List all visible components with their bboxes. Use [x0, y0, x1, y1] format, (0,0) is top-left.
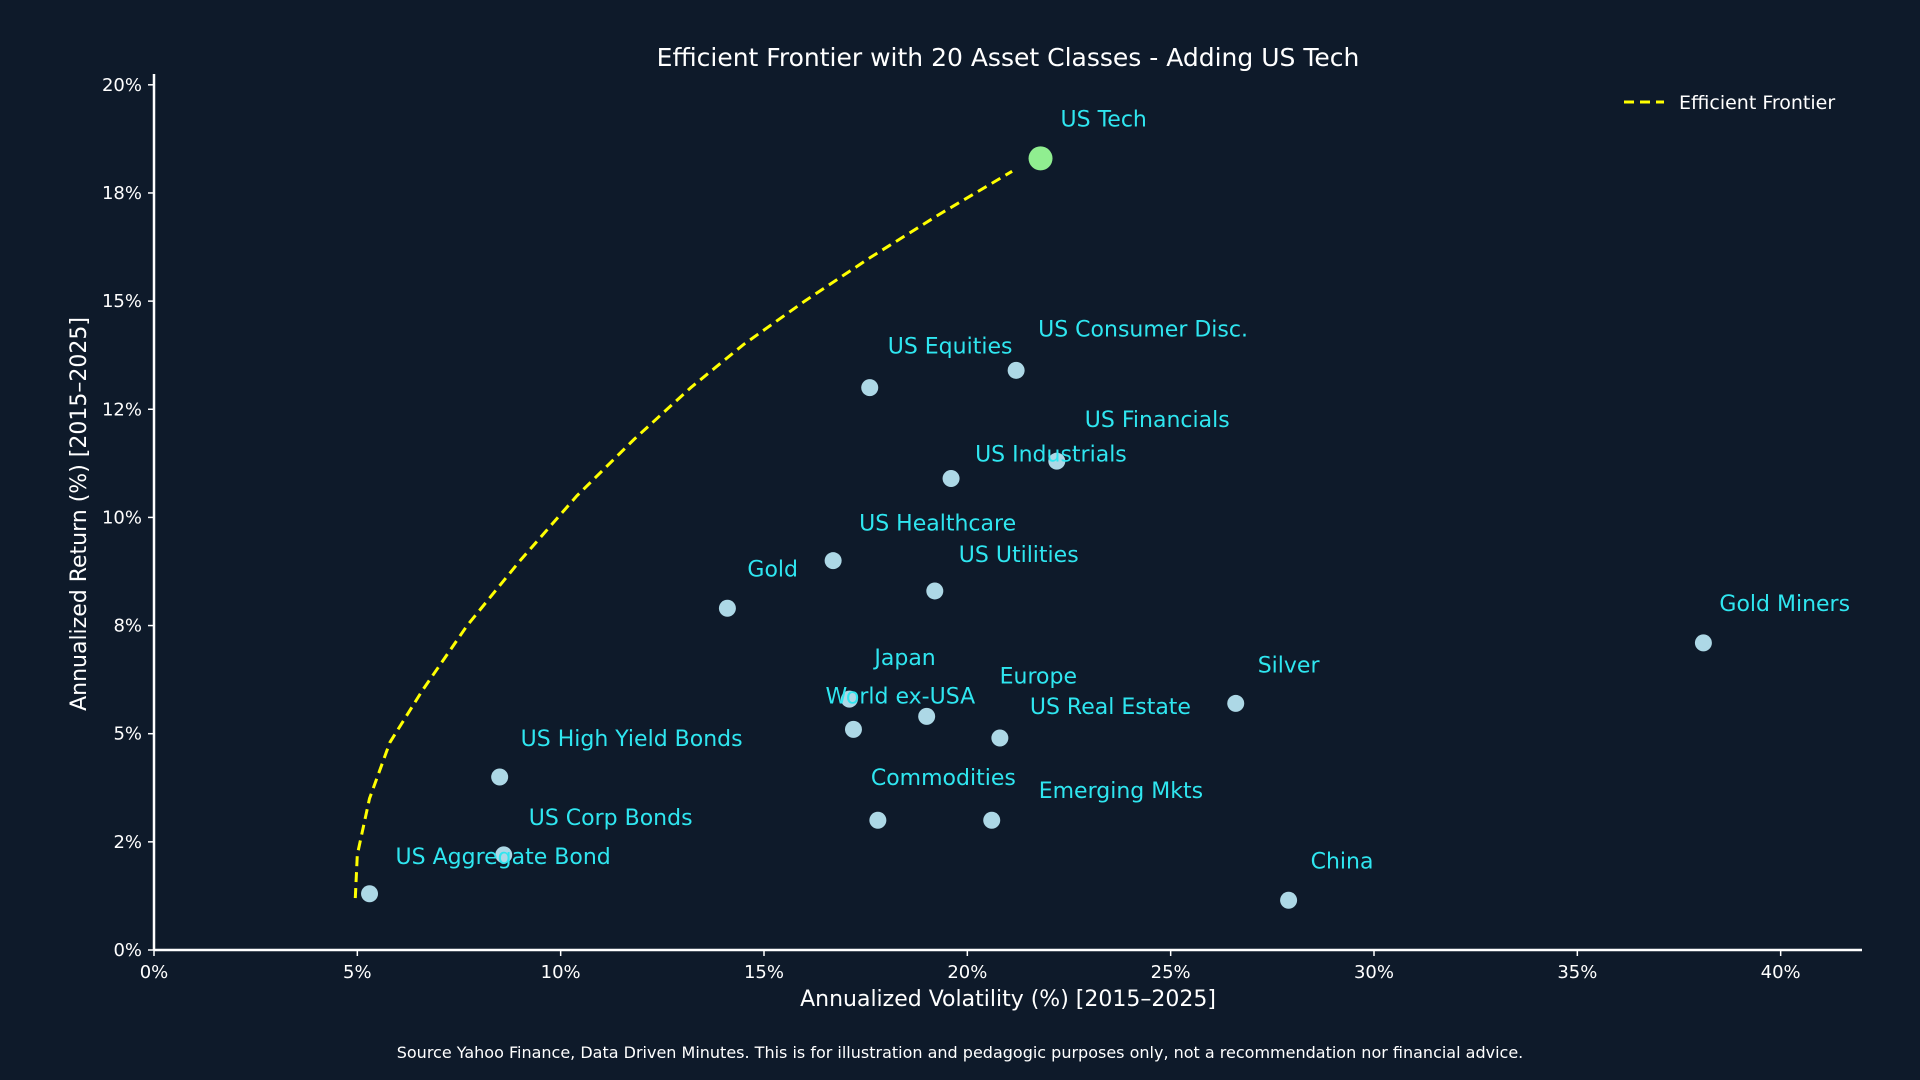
x-axis-label: Annualized Volatility (%) [2015–2025]	[800, 987, 1216, 1012]
x-tick-label: 5%	[343, 962, 372, 983]
point-us-healthcare	[824, 552, 842, 570]
point-commodities	[869, 811, 887, 829]
asset-points	[361, 146, 1712, 909]
y-tick-label: 20%	[102, 75, 142, 96]
y-axis-ticks: 0% 2% 5% 8% 10% 12% 15% 18% 20%	[102, 75, 154, 961]
label-us-corp-bonds: US Corp Bonds	[529, 806, 693, 831]
y-tick-label: 0%	[113, 940, 142, 961]
y-tick-label: 18%	[102, 183, 142, 204]
label-us-utilities: US Utilities	[959, 543, 1079, 568]
label-us-tech: US Tech	[1061, 107, 1147, 132]
y-tick-label: 15%	[102, 291, 142, 312]
y-tick-label: 10%	[102, 507, 142, 528]
label-us-industrials: US Industrials	[975, 442, 1127, 467]
label-us-healthcare: US Healthcare	[859, 512, 1016, 537]
label-us-consumer-disc: US Consumer Disc.	[1038, 317, 1248, 342]
label-us-high-yield-bonds: US High Yield Bonds	[521, 727, 743, 752]
y-tick-label: 2%	[113, 832, 142, 853]
asset-labels: US Tech US Consumer Disc. US Equities US Fi…	[396, 107, 1851, 874]
x-tick-label: 20%	[947, 962, 987, 983]
label-world-ex-usa: World ex-USA	[825, 684, 975, 709]
point-gold	[718, 599, 736, 617]
label-us-equities: US Equities	[888, 335, 1013, 360]
label-japan: Japan	[872, 646, 935, 671]
label-gold: Gold	[747, 557, 798, 582]
label-silver: Silver	[1258, 653, 1321, 678]
efficient-frontier-line	[353, 170, 1013, 899]
point-us-equities	[861, 379, 879, 397]
point-us-corp-bonds	[495, 846, 513, 864]
y-tick-label: 8%	[113, 616, 142, 637]
point-us-high-yield-bonds	[491, 768, 509, 786]
x-tick-label: 15%	[744, 962, 784, 983]
point-us-utilities	[926, 582, 944, 600]
y-tick-label: 12%	[102, 399, 142, 420]
legend-entry-efficient-frontier: Efficient Frontier	[1679, 92, 1835, 114]
label-us-financials: US Financials	[1085, 408, 1230, 433]
point-us-aggregate-bond	[361, 885, 379, 903]
label-china: China	[1311, 849, 1374, 874]
point-europe	[918, 707, 936, 725]
x-tick-label: 35%	[1557, 962, 1597, 983]
point-us-real-estate	[991, 729, 1009, 747]
label-us-aggregate-bond: US Aggregate Bond	[396, 845, 611, 870]
legend: Efficient Frontier	[1624, 92, 1835, 114]
point-us-tech	[1028, 146, 1053, 171]
y-tick-label: 5%	[113, 724, 142, 745]
label-commodities: Commodities	[871, 766, 1016, 791]
label-us-real-estate: US Real Estate	[1030, 695, 1191, 720]
label-europe: Europe	[1000, 664, 1077, 689]
x-tick-label: 25%	[1151, 962, 1191, 983]
point-silver	[1227, 694, 1245, 712]
x-axis-ticks: 0% 5% 10% 15% 20% 25% 30% 35% 40%	[140, 950, 1801, 983]
x-tick-label: 10%	[541, 962, 581, 983]
y-axis-label: Annualized Return (%) [2015–2025]	[67, 317, 92, 711]
point-world-ex-usa	[844, 720, 862, 738]
point-us-industrials	[942, 469, 960, 487]
point-us-consumer-disc	[1007, 361, 1025, 379]
x-tick-label: 30%	[1354, 962, 1394, 983]
x-tick-label: 0%	[140, 962, 169, 983]
point-emerging-mkts	[983, 811, 1001, 829]
x-tick-label: 40%	[1761, 962, 1801, 983]
point-us-financials	[1048, 452, 1066, 470]
point-gold-miners	[1694, 634, 1712, 652]
label-emerging-mkts: Emerging Mkts	[1039, 779, 1203, 804]
chart-title: Efficient Frontier with 20 Asset Classes…	[657, 43, 1360, 72]
point-china	[1280, 891, 1298, 909]
label-gold-miners: Gold Miners	[1719, 592, 1850, 617]
point-japan	[840, 690, 858, 708]
source-footnote: Source Yahoo Finance, Data Driven Minute…	[397, 1043, 1524, 1062]
